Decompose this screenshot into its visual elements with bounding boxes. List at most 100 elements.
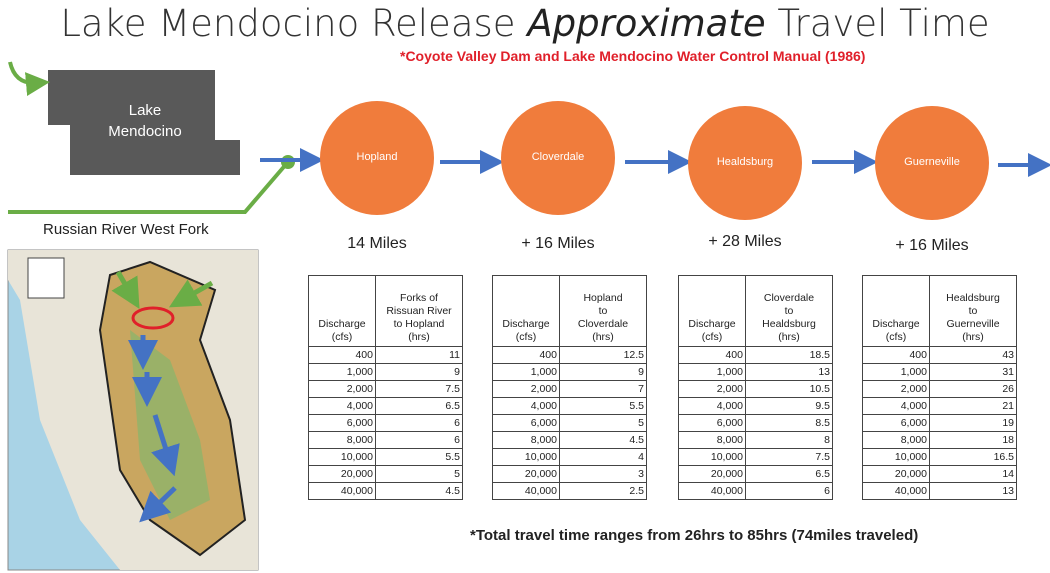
cell: 5 [375,465,463,483]
cell: 21 [929,397,1017,415]
cell: 5 [559,414,647,432]
label-line: Mendocino [108,123,182,140]
data-row: 2,000 7 [492,380,647,398]
data-row: 8,000 6 [308,431,463,449]
header-line: Discharge [688,318,736,330]
data-row: 1,000 13 [678,363,833,381]
title-text: Travel Time [777,2,990,45]
header-cell: Discharge (cfs) [678,275,746,347]
cell: 8,000 [678,431,746,449]
cell: 6 [745,482,833,500]
data-row: 6,000 6 [308,414,463,432]
cell: 5.5 [559,397,647,415]
cell: 18 [929,431,1017,449]
node-label: Healdsburg [716,156,774,168]
cell: 1,000 [308,363,376,381]
data-row: 6,000 8.5 [678,414,833,432]
cell: 6,000 [678,414,746,432]
cell: 9 [559,363,647,381]
header-row: Discharge (cfs) Forks of Rissuan River to Ho… [308,275,463,347]
data-row: 20,000 5 [308,465,463,483]
header-cell: Hopland to Cloverdale (hrs) [559,275,647,347]
distance-label: + 16 Miles [895,237,969,254]
header-cell: Healdsburg to Guerneville (hrs) [929,275,1017,347]
header-row: Discharge (cfs) Cloverdale to Healdsburg (hrs… [678,275,833,347]
lake-shape [48,70,240,175]
data-row: 20,000 3 [492,465,647,483]
node-label: Guerneville [904,156,960,168]
cell: 10,000 [308,448,376,466]
cell: 1,000 [862,363,930,381]
cell: 4,000 [678,397,746,415]
data-row: 8,000 8 [678,431,833,449]
header-line: to [968,305,978,317]
header-line: (hrs) [962,331,984,343]
node-label: Cloverdale [531,151,585,163]
cell: 400 [492,346,560,364]
cell: 12.5 [559,346,647,364]
header-line: to Hopland [393,318,445,330]
header-cell: Discharge (cfs) [308,275,376,347]
data-row: 40,000 2.5 [492,482,647,500]
cell: 2.5 [559,482,647,500]
subtitle: *Coyote Valley Dam and Lake Mendocino Wa… [400,48,866,64]
header-line: to [598,305,608,317]
data-row: 10,000 5.5 [308,448,463,466]
cell: 6 [375,414,463,432]
header-row: Discharge (cfs) Healdsburg to Guerneville (hr… [862,275,1017,347]
header-line: Discharge [318,318,366,330]
west-fork-label: Russian River West Fork [43,221,209,238]
header-line: (hrs) [778,331,800,343]
header-line: (hrs) [408,331,430,343]
cell: 20,000 [308,465,376,483]
distance-label: + 16 Miles [521,235,595,252]
node-label: Hopland [356,151,398,163]
travel-table: Discharge (cfs) Hopland to Cloverdale (hrs) 40… [492,275,647,500]
header-line: Healdsburg [946,292,1000,304]
cell: 1,000 [678,363,746,381]
cell: 8,000 [492,431,560,449]
cell: 6.5 [745,465,833,483]
data-row: 4,000 6.5 [308,397,463,415]
distance-label: + 28 Miles [708,233,782,250]
header-line: (cfs) [331,331,353,343]
header-line: Forks of [400,292,438,304]
data-row: 6,000 19 [862,414,1017,432]
data-row: 4,000 21 [862,397,1017,415]
data-row: 1,000 9 [492,363,647,381]
cell: 8 [745,431,833,449]
flow-arrows [260,148,1050,177]
data-row: 8,000 18 [862,431,1017,449]
data-row: 20,000 14 [862,465,1017,483]
header-line: (cfs) [701,331,723,343]
cell: 4,000 [492,397,560,415]
travel-table: Discharge (cfs) Healdsburg to Guerneville (hr… [862,275,1017,500]
title-text: Lake Mendocino Release [60,2,516,45]
cell: 10.5 [745,380,833,398]
cell: 4,000 [308,397,376,415]
cell: 16.5 [929,448,1017,466]
header-cell: Forks of Rissuan River to Hopland (hrs) [375,275,463,347]
cell: 31 [929,363,1017,381]
header-line: (cfs) [515,331,537,343]
header-cell: Discharge (cfs) [862,275,930,347]
header-line: to [784,305,794,317]
cell: 4 [559,448,647,466]
cell: 40,000 [678,482,746,500]
data-row: 8,000 4.5 [492,431,647,449]
header-line: Healdsburg [762,318,816,330]
header-line: Cloverdale [763,292,815,304]
data-row: 1,000 31 [862,363,1017,381]
cell: 1,000 [492,363,560,381]
cell: 9 [375,363,463,381]
header-line: Discharge [502,318,550,330]
cell: 8,000 [308,431,376,449]
cell: 4.5 [559,431,647,449]
cell: 20,000 [492,465,560,483]
cell: 40,000 [862,482,930,500]
label-line: Lake [128,102,162,119]
data-row: 40,000 13 [862,482,1017,500]
data-row: 400 18.5 [678,346,833,364]
header-line: Hopland [583,292,623,304]
